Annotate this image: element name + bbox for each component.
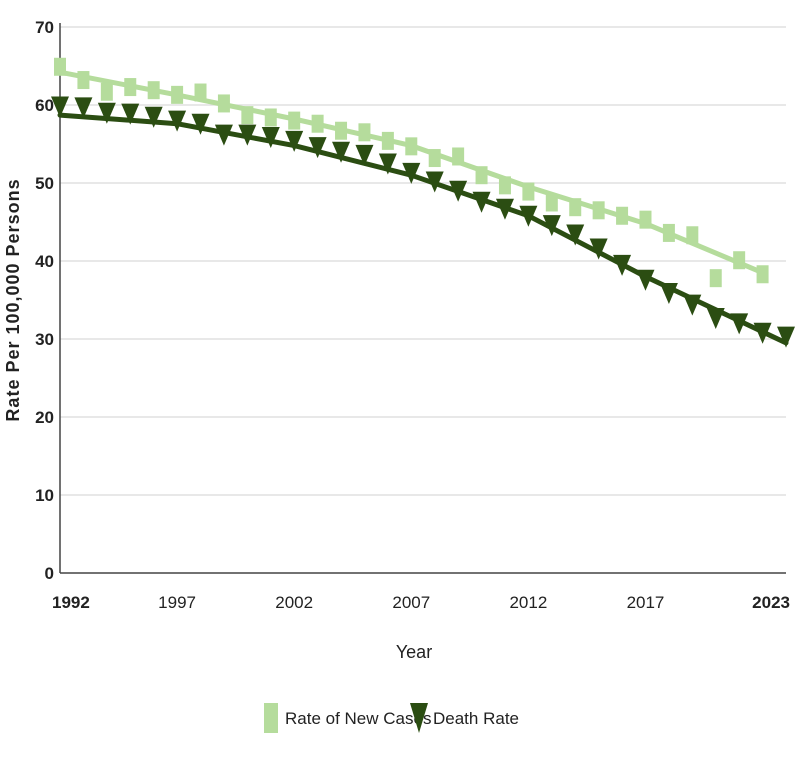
data-point-new-cases	[54, 57, 66, 76]
data-point-death-rate	[613, 254, 632, 276]
data-point-death-rate	[144, 106, 163, 128]
data-point-death-rate	[495, 198, 514, 220]
data-point-death-rate	[332, 141, 351, 163]
data-point-death-rate	[285, 130, 304, 152]
data-point-death-rate	[589, 238, 608, 260]
data-point-death-rate	[449, 180, 468, 202]
x-tick-labels: 1992 1997 2002 2007 2012 2017 2023	[52, 593, 790, 612]
data-point-new-cases	[381, 131, 394, 150]
data-point-new-cases	[569, 198, 582, 217]
y-tick-label: 40	[35, 252, 54, 271]
legend-swatch-square	[264, 703, 278, 733]
data-point-death-rate	[121, 103, 140, 125]
y-tick-label: 0	[45, 564, 54, 583]
data-point-new-cases	[592, 201, 605, 220]
data-point-new-cases	[733, 251, 746, 270]
y-tick-label: 30	[35, 330, 54, 349]
data-point-new-cases	[405, 137, 418, 156]
markers	[51, 57, 795, 348]
data-point-death-rate	[51, 96, 69, 118]
data-point-death-rate	[355, 144, 374, 166]
data-point-new-cases	[241, 106, 254, 125]
data-point-death-rate	[659, 282, 678, 304]
x-tick-label: 1997	[158, 593, 196, 612]
data-point-death-rate	[472, 191, 491, 213]
data-point-death-rate	[97, 102, 116, 124]
data-point-new-cases	[428, 149, 441, 168]
x-axis-title: Year	[396, 642, 432, 662]
grid	[60, 26, 786, 496]
data-point-new-cases	[100, 82, 113, 101]
x-tick-label: 1992	[52, 593, 90, 612]
data-point-death-rate	[308, 137, 327, 159]
data-point-new-cases	[335, 121, 348, 140]
x-tick-label: 2017	[627, 593, 665, 612]
y-axis-title: Rate Per 100,000 Persons	[3, 178, 23, 421]
data-point-death-rate	[542, 215, 561, 237]
data-point-death-rate	[519, 205, 538, 227]
data-point-death-rate	[683, 294, 702, 316]
trend-lines	[57, 69, 789, 346]
data-point-death-rate	[730, 313, 749, 335]
data-point-death-rate	[168, 110, 187, 132]
data-point-new-cases	[756, 265, 769, 284]
y-tick-label: 50	[35, 174, 54, 193]
data-point-death-rate	[214, 124, 233, 146]
x-tick-label: 2023	[752, 593, 790, 612]
data-point-new-cases	[311, 114, 324, 133]
data-point-new-cases	[452, 147, 465, 166]
x-tick-label: 2002	[275, 593, 313, 612]
legend-swatch-triangle	[410, 703, 428, 733]
data-point-new-cases	[288, 111, 301, 130]
y-tick-label: 60	[35, 96, 54, 115]
data-point-death-rate	[238, 124, 257, 146]
y-tick-labels: 0 10 20 30 40 50 60 70	[35, 18, 54, 583]
data-point-new-cases	[264, 108, 277, 127]
data-point-death-rate	[425, 171, 444, 193]
legend-item-death-rate[interactable]: Death Rate	[410, 703, 519, 733]
data-point-new-cases	[545, 193, 558, 212]
data-point-death-rate	[191, 113, 210, 135]
x-tick-label: 2007	[392, 593, 430, 612]
legend-label-death-rate: Death Rate	[433, 709, 519, 728]
data-point-new-cases	[147, 81, 160, 100]
data-point-new-cases	[686, 226, 699, 245]
legend-item-new-cases[interactable]: Rate of New Cases	[264, 703, 431, 733]
data-point-new-cases	[522, 182, 535, 201]
data-point-death-rate	[74, 97, 93, 119]
data-point-death-rate	[402, 162, 421, 184]
legend-label-new-cases: Rate of New Cases	[285, 709, 431, 728]
legend: Rate of New Cases Death Rate	[264, 703, 519, 733]
data-point-death-rate	[753, 322, 772, 344]
data-point-new-cases	[475, 166, 488, 185]
x-tick-label: 2012	[509, 593, 547, 612]
data-point-new-cases	[124, 78, 137, 97]
data-point-death-rate	[378, 153, 397, 175]
data-point-new-cases	[358, 123, 371, 142]
data-point-new-cases	[217, 94, 230, 113]
data-point-death-rate	[636, 269, 655, 291]
data-point-death-rate	[706, 307, 725, 329]
y-tick-label: 20	[35, 408, 54, 427]
data-point-new-cases	[171, 85, 184, 104]
data-point-new-cases	[662, 223, 675, 242]
data-point-death-rate	[777, 326, 795, 348]
y-tick-label: 10	[35, 486, 54, 505]
y-tick-label: 70	[35, 18, 54, 37]
data-point-new-cases	[77, 71, 90, 90]
data-point-new-cases	[194, 83, 207, 102]
data-point-death-rate	[261, 126, 280, 148]
data-point-death-rate	[566, 224, 585, 246]
data-point-new-cases	[639, 210, 652, 229]
data-point-new-cases	[709, 269, 722, 288]
data-point-new-cases	[616, 206, 629, 225]
data-point-new-cases	[498, 176, 511, 195]
